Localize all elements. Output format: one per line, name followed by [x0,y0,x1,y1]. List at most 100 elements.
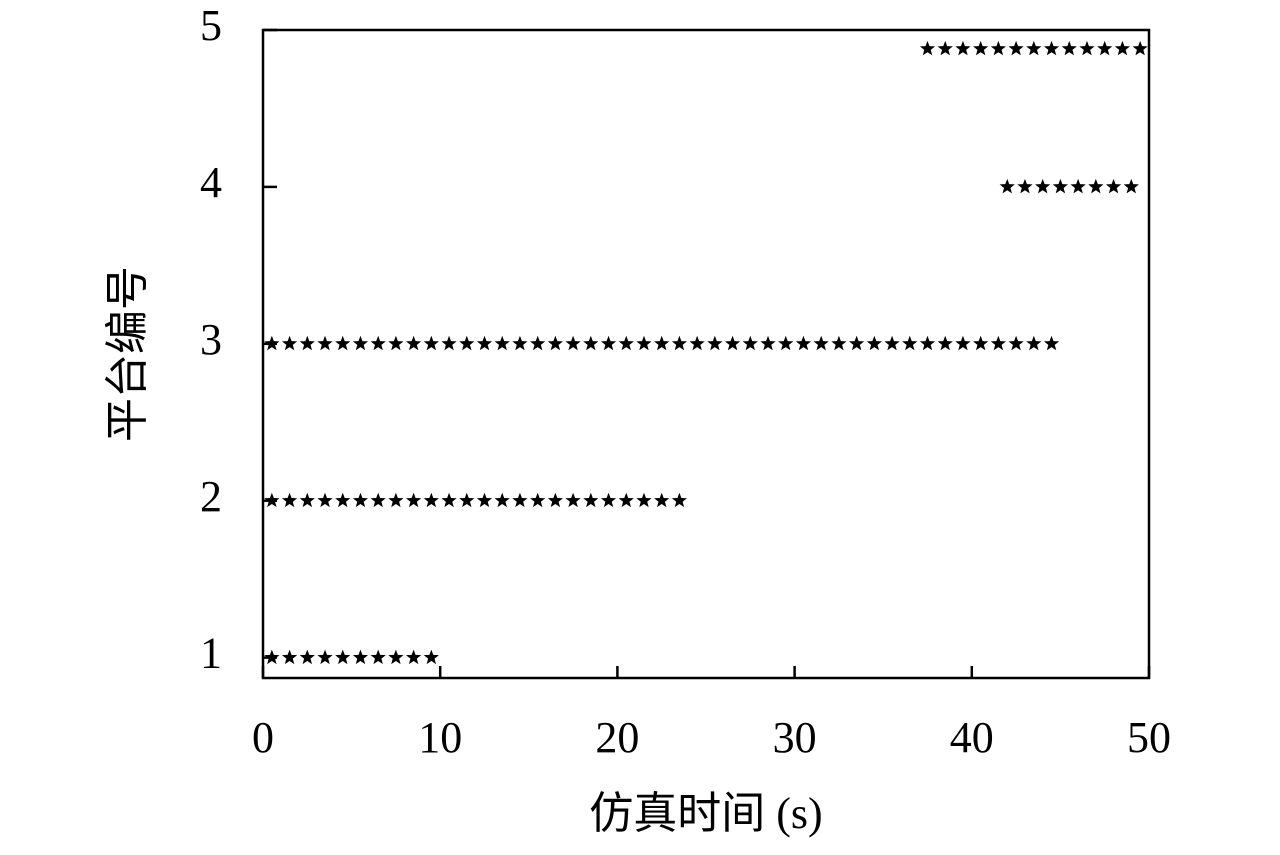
point [583,335,599,351]
x-tick-label: 50 [1127,713,1171,762]
point [512,492,528,508]
point [335,492,351,508]
point [1132,40,1148,56]
point [1026,40,1042,56]
point [441,492,457,508]
point [919,40,936,56]
point [707,335,723,351]
point [476,335,493,351]
point [494,335,510,351]
point [388,649,404,665]
y-axis-label: 平台编号 [103,266,152,442]
point [565,335,581,351]
point [831,335,847,351]
point [299,492,315,508]
point [1008,40,1024,56]
y-tick-label: 1 [200,629,222,678]
point [370,335,386,351]
point [937,335,953,351]
point [636,492,652,508]
point [406,335,422,351]
point [281,649,298,665]
point [388,335,404,351]
point [1043,335,1060,351]
point [902,335,918,351]
point [618,492,634,508]
point [530,335,546,351]
point [955,40,971,56]
point [547,492,563,508]
x-tick-label: 40 [950,713,994,762]
point [654,492,670,508]
point [317,649,333,665]
point [990,335,1006,351]
point [281,335,298,351]
point [937,40,953,56]
point [459,335,475,351]
point [352,649,369,665]
point [423,649,439,665]
point [1035,178,1051,194]
point [494,492,510,508]
point [955,335,971,351]
point [459,492,475,508]
point [1079,40,1095,56]
point [1097,40,1113,56]
point [1088,178,1104,194]
point [600,492,617,508]
point [884,335,900,351]
point [724,335,741,351]
point [264,649,280,665]
point [795,335,812,351]
point [760,335,776,351]
point [565,492,581,508]
x-tick-label: 20 [595,713,639,762]
point [1070,178,1086,194]
point [547,335,563,351]
point [317,335,333,351]
point [813,335,829,351]
point [352,492,369,508]
y-tick-label: 3 [200,315,222,364]
point [671,492,688,508]
point [406,492,422,508]
point [919,335,936,351]
point [335,335,351,351]
point [1026,335,1042,351]
x-tick-label: 30 [773,713,817,762]
point [530,492,546,508]
point [1052,178,1069,194]
point [973,40,989,56]
point [441,335,457,351]
point [1017,178,1033,194]
y-tick-label: 5 [200,1,222,50]
point [388,492,404,508]
point [600,335,617,351]
x-tick-label: 0 [252,713,274,762]
point [512,335,528,351]
point [299,649,315,665]
point [654,335,670,351]
point [999,178,1015,194]
point [973,335,989,351]
point [264,492,280,508]
x-tick-label: 10 [418,713,462,762]
point [849,335,865,351]
point [990,40,1006,56]
y-tick-label: 4 [200,158,222,207]
point [1061,40,1077,56]
point [299,335,315,351]
point [583,492,599,508]
point [671,335,688,351]
point [370,649,386,665]
point [406,649,422,665]
point [866,335,882,351]
point [264,335,280,351]
point [335,649,351,665]
point [1008,335,1024,351]
point [423,492,439,508]
point [423,335,439,351]
point [1105,178,1122,194]
